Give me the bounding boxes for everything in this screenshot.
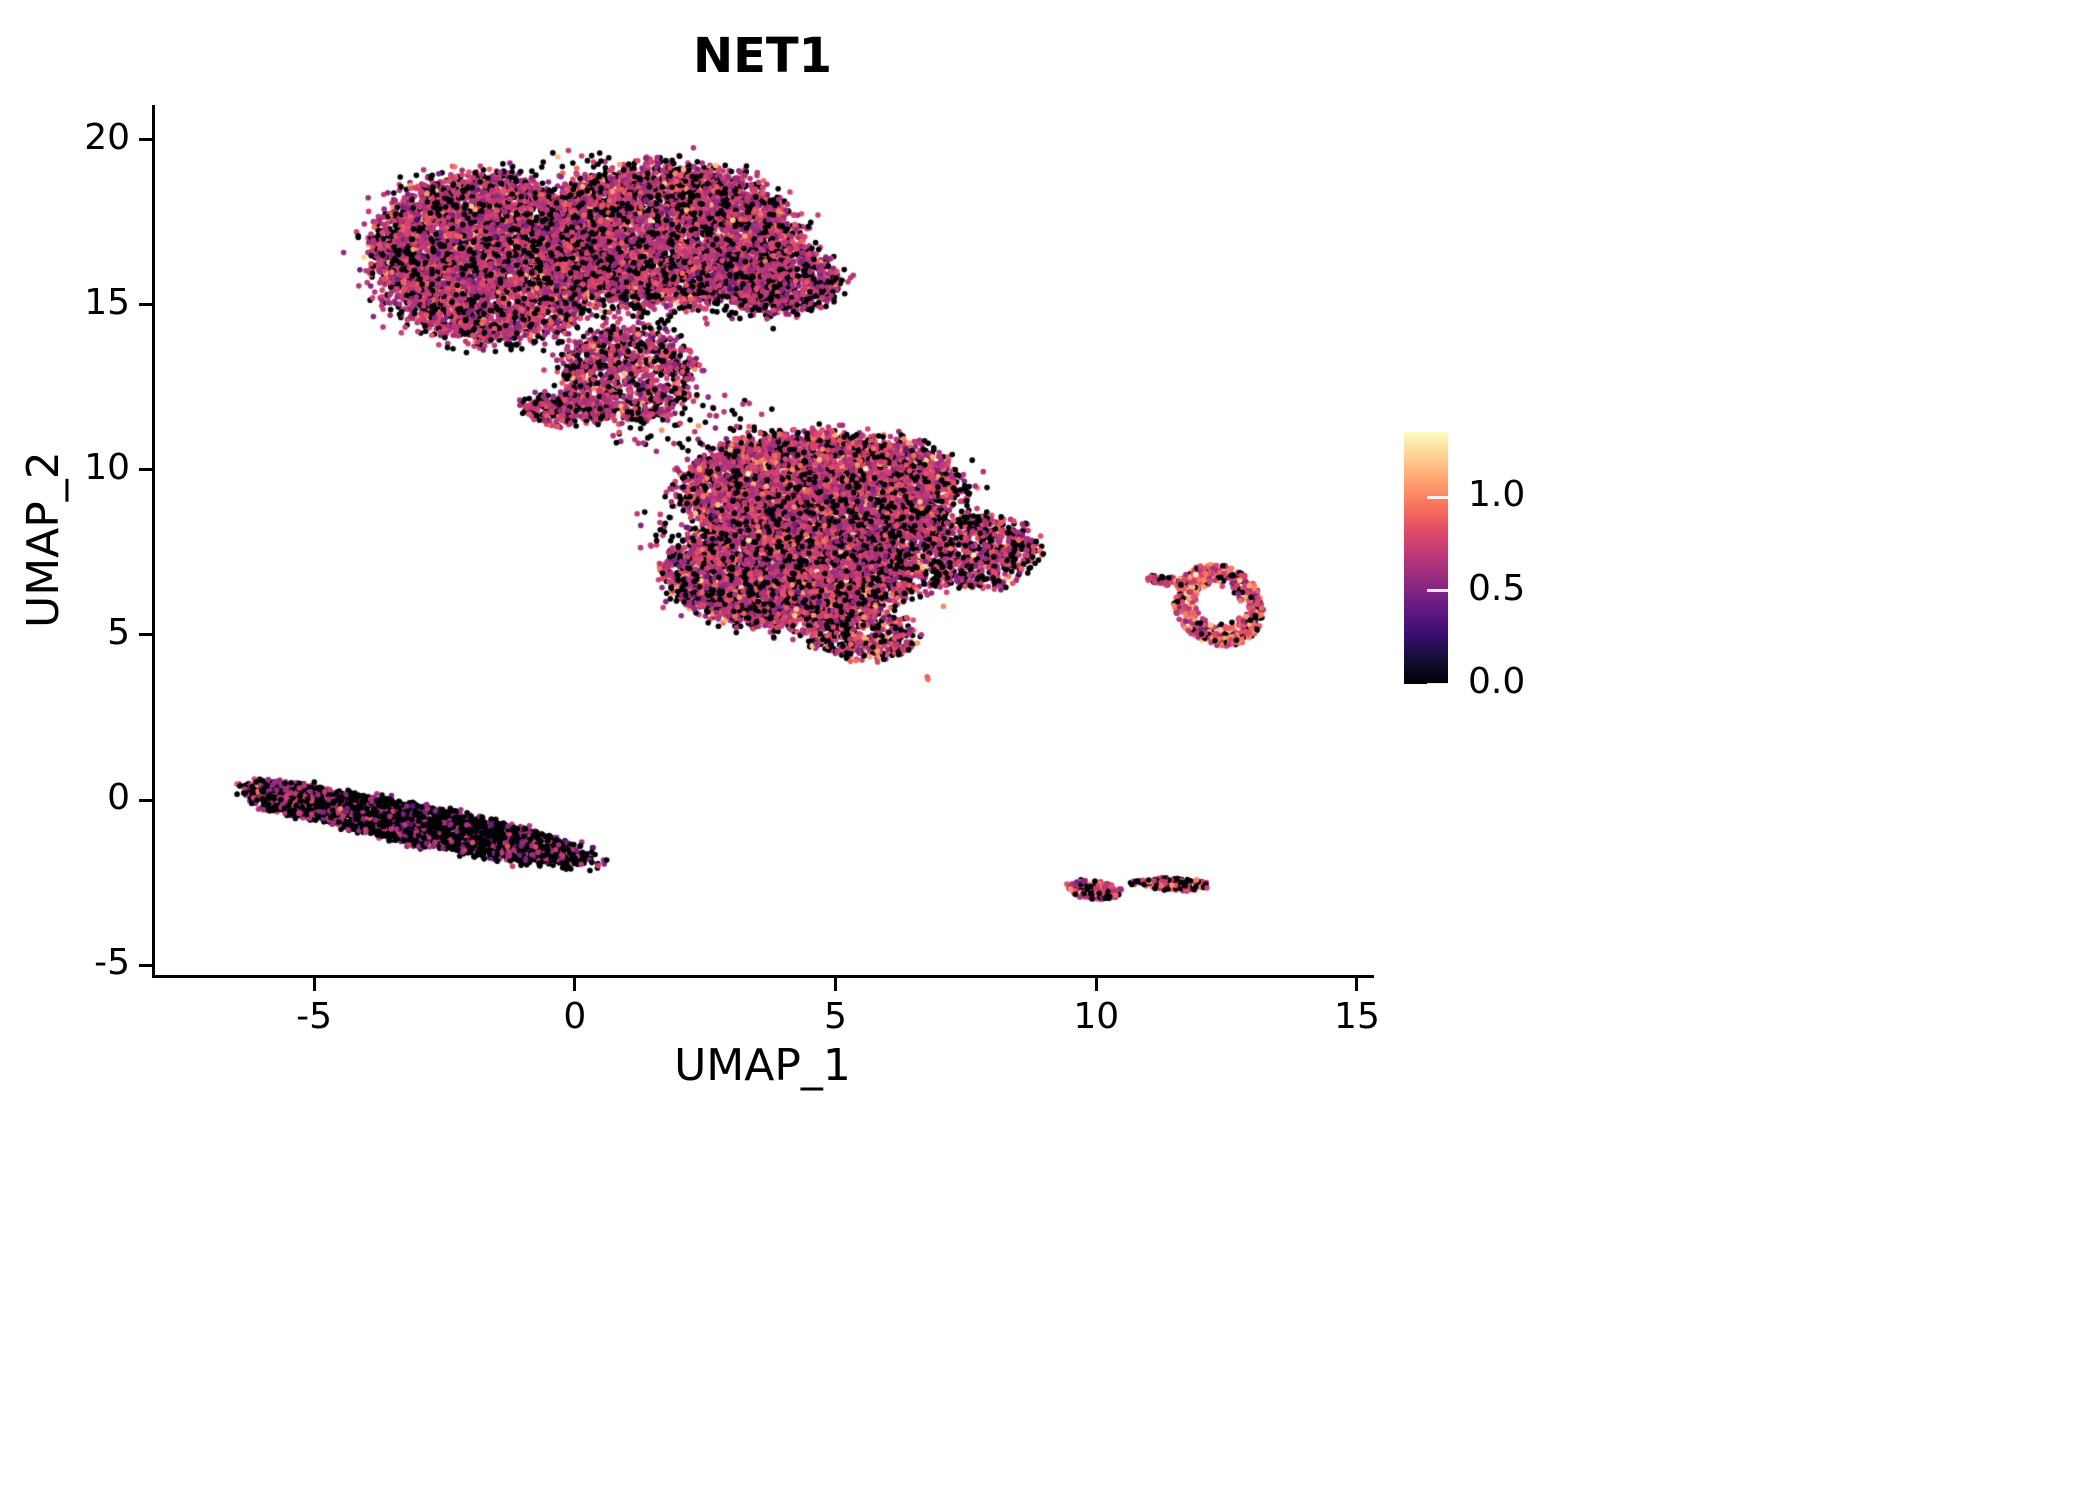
colorbar-gradient xyxy=(1404,432,1448,684)
x-axis-label: UMAP_1 xyxy=(674,1040,851,1091)
x-tick-mark xyxy=(573,978,577,991)
x-tick-label: 15 xyxy=(1334,996,1380,1037)
x-tick-label: 10 xyxy=(1073,996,1120,1037)
y-tick-label: 10 xyxy=(84,446,130,488)
y-tick-mark xyxy=(139,468,152,472)
x-axis-line xyxy=(152,975,1374,978)
plot-title: NET1 xyxy=(692,28,833,84)
y-tick-mark xyxy=(139,138,152,142)
y-axis-line xyxy=(152,105,155,978)
y-tick-label: 20 xyxy=(84,116,130,158)
x-tick-label: 5 xyxy=(824,996,847,1037)
colorbar-tick-mark xyxy=(1427,589,1448,593)
colorbar-tick-mark xyxy=(1427,682,1448,686)
plot-area xyxy=(155,105,1370,975)
y-tick-mark xyxy=(139,633,152,637)
colorbar-tick-label: 1.0 xyxy=(1468,474,1526,516)
y-tick-label: 15 xyxy=(84,281,130,323)
x-tick-label: 0 xyxy=(563,996,587,1037)
y-axis-label: UMAP_2 xyxy=(18,451,69,629)
x-tick-mark xyxy=(1094,978,1098,991)
y-tick-mark xyxy=(139,798,152,802)
y-tick-mark xyxy=(139,303,152,307)
x-tick-mark xyxy=(1355,978,1359,991)
colorbar-tick-label: 0.5 xyxy=(1468,567,1526,609)
x-tick-mark xyxy=(834,978,837,991)
x-tick-label: -5 xyxy=(296,996,332,1037)
colorbar-tick-label: 0.0 xyxy=(1468,661,1526,702)
colorbar-tick-mark xyxy=(1427,495,1448,499)
y-tick-label: 0 xyxy=(107,777,130,818)
y-tick-label: -5 xyxy=(94,942,130,984)
scatter-points-canvas xyxy=(155,105,1370,975)
y-tick-mark xyxy=(139,963,152,967)
y-tick-label: 5 xyxy=(107,611,130,653)
x-tick-mark xyxy=(312,978,316,991)
